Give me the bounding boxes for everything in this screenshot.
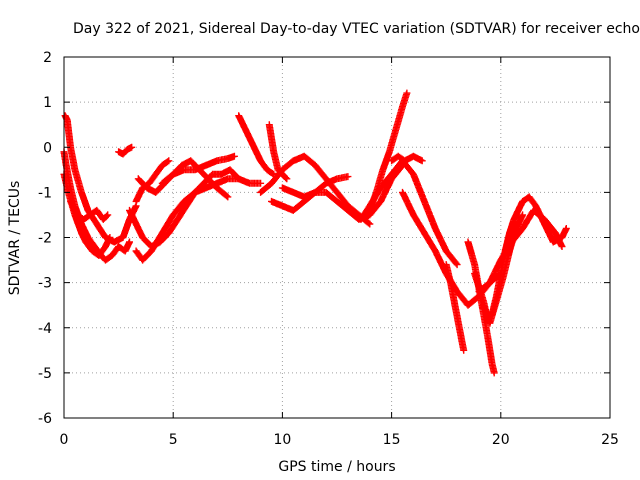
chart-title: Day 322 of 2021, Sidereal Day-to-day VTE… xyxy=(73,21,640,37)
series-track-6 xyxy=(126,166,265,250)
data-point-markers xyxy=(115,143,136,158)
data-point-markers xyxy=(471,193,570,323)
data-point-markers xyxy=(61,112,140,246)
x-tick-label: 20 xyxy=(492,432,510,448)
series-track-5 xyxy=(115,143,136,158)
data-point-markers xyxy=(126,166,265,250)
data-point-markers xyxy=(278,161,406,223)
x-tick-labels: 0 5 10 15 20 25 xyxy=(60,432,619,448)
data-point-markers xyxy=(257,152,374,228)
y-tick-label: -5 xyxy=(38,366,52,382)
y-tick-label: 2 xyxy=(43,50,52,66)
x-tick-label: 10 xyxy=(273,432,291,448)
series-track-22 xyxy=(471,193,570,323)
series-track-11 xyxy=(235,112,278,178)
y-tick-label: -6 xyxy=(38,411,52,427)
y-tick-label: -4 xyxy=(38,321,52,337)
series-track-7 xyxy=(132,175,243,264)
series-track-4 xyxy=(67,197,112,223)
series-track-12 xyxy=(265,121,291,183)
series-track-13 xyxy=(257,152,374,228)
data-point-markers xyxy=(67,197,112,223)
y-tick-label: -2 xyxy=(38,231,52,247)
data-point-markers xyxy=(235,112,278,178)
y-tick-label: 0 xyxy=(43,140,52,156)
series-track-24 xyxy=(479,211,527,327)
series-track-18 xyxy=(388,152,426,165)
y-tick-label: -3 xyxy=(38,276,52,292)
series-track-20 xyxy=(442,261,468,354)
x-tick-label: 15 xyxy=(383,432,401,448)
data-point-markers xyxy=(357,157,461,269)
chart-data-points xyxy=(60,89,570,377)
data-point-markers xyxy=(388,152,426,165)
series-track-10 xyxy=(158,152,238,187)
data-point-markers xyxy=(158,152,238,187)
chart-ticks xyxy=(63,56,611,419)
data-point-markers xyxy=(132,175,243,264)
series-track-2 xyxy=(61,112,140,246)
y-tick-labels: -6 -5 -4 -3 -2 -1 0 1 2 xyxy=(38,50,52,427)
x-axis-title: GPS time / hours xyxy=(278,459,395,475)
x-tick-label: 0 xyxy=(60,432,69,448)
y-tick-label: -1 xyxy=(38,185,52,201)
data-point-markers xyxy=(442,261,468,354)
data-point-markers xyxy=(479,211,527,327)
series-track-15 xyxy=(278,161,406,223)
y-tick-label: 1 xyxy=(43,95,52,111)
x-tick-label: 5 xyxy=(169,432,178,448)
series-track-17 xyxy=(357,157,461,269)
x-tick-label: 25 xyxy=(601,432,619,448)
y-axis-title: SDTVAR / TECUs xyxy=(7,181,23,296)
data-point-markers xyxy=(265,121,291,183)
